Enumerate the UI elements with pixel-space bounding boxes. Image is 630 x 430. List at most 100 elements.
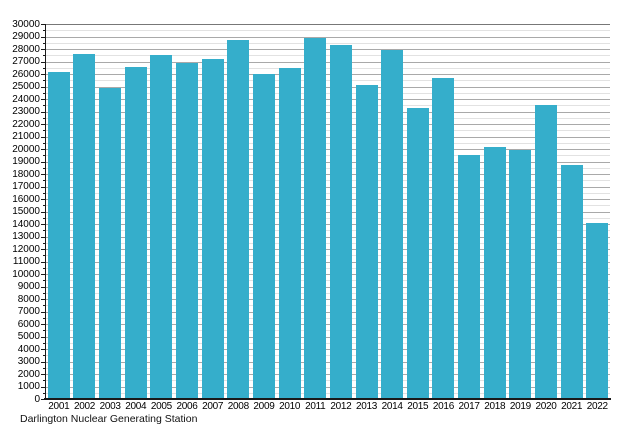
y-tick-label: 7000	[17, 306, 40, 317]
bar-2003	[99, 87, 122, 399]
x-tick-label: 2005	[150, 401, 172, 412]
y-tick-label: 9000	[17, 281, 40, 292]
major-gridline	[46, 374, 610, 375]
bar-2015	[406, 107, 429, 399]
y-tick-label: 8000	[17, 293, 40, 305]
minor-gridline	[46, 105, 610, 107]
major-gridline	[46, 324, 610, 325]
minor-gridline	[46, 392, 610, 394]
y-minor-tick	[43, 305, 45, 307]
y-minor-tick	[43, 342, 45, 344]
bar-2013	[355, 85, 378, 399]
minor-gridline	[46, 205, 610, 207]
bar-slot-2003	[97, 24, 123, 399]
x-tick-label: 2017	[458, 401, 480, 412]
y-minor-tick	[43, 267, 45, 269]
y-minor-tick	[43, 130, 45, 132]
bar-slot-2019	[508, 24, 534, 399]
y-major-tick	[41, 186, 45, 188]
y-minor-tick	[43, 67, 45, 69]
minor-gridline	[46, 367, 610, 369]
bar-2019	[509, 150, 532, 399]
bar-slot-2004	[123, 24, 149, 399]
plot-area	[46, 24, 610, 399]
major-gridline	[46, 111, 610, 113]
major-gridline	[46, 161, 610, 163]
minor-gridline	[46, 192, 610, 194]
major-gridline	[46, 49, 610, 50]
x-tick-label: 2019	[509, 401, 531, 412]
x-tick-label: 2022	[586, 401, 608, 412]
minor-gridline	[46, 42, 610, 44]
y-major-tick	[41, 386, 45, 388]
y-tick-label: 22000	[12, 118, 40, 130]
minor-gridline	[46, 330, 610, 332]
y-tick-label: 20000	[12, 143, 40, 155]
y-minor-tick	[43, 217, 45, 219]
y-tick-label: 26000	[12, 68, 40, 80]
y-major-tick	[41, 299, 45, 300]
y-major-tick	[41, 149, 45, 150]
y-major-tick	[41, 261, 45, 263]
x-tick-label: 2008	[227, 401, 249, 412]
major-gridline	[46, 299, 610, 300]
y-tick-label: 13000	[12, 231, 40, 242]
y-major-tick	[41, 324, 45, 325]
y-tick-label: 23000	[12, 106, 40, 117]
bar-slot-2012	[328, 24, 354, 399]
bar-slot-2007	[200, 24, 226, 399]
bar-2002	[73, 54, 96, 399]
x-tick-label: 2020	[535, 401, 557, 412]
bars-layer	[46, 24, 610, 399]
minor-gridline	[46, 267, 610, 269]
y-major-tick	[41, 236, 45, 238]
y-tick-label: 19000	[12, 156, 40, 167]
major-gridline	[46, 211, 610, 213]
bar-slot-2016	[431, 24, 457, 399]
minor-gridline	[46, 355, 610, 357]
x-tick-label: 2011	[305, 401, 326, 412]
minor-gridline	[46, 167, 610, 169]
bar-2007	[201, 59, 224, 399]
major-gridline	[46, 386, 610, 388]
y-tick-label: 30000	[12, 18, 40, 30]
bar-slot-2014	[379, 24, 405, 399]
minor-gridline	[46, 280, 610, 282]
bar-2006	[176, 62, 199, 399]
y-major-tick	[41, 311, 45, 313]
bar-slot-2021	[559, 24, 585, 399]
x-axis-line	[44, 398, 611, 400]
y-major-tick	[41, 199, 45, 200]
y-minor-tick	[43, 142, 45, 144]
y-major-tick	[41, 336, 45, 338]
y-major-tick	[41, 274, 45, 275]
major-gridline	[46, 74, 610, 75]
bar-slot-2013	[354, 24, 380, 399]
y-minor-tick	[43, 192, 45, 194]
y-minor-tick	[43, 392, 45, 394]
major-gridline	[46, 274, 610, 275]
y-major-tick	[41, 61, 45, 63]
bar-slot-2001	[46, 24, 72, 399]
y-minor-tick	[43, 30, 45, 32]
y-minor-tick	[43, 55, 45, 57]
y-minor-tick	[43, 92, 45, 94]
x-tick-label: 2004	[125, 401, 147, 412]
y-minor-tick	[43, 255, 45, 257]
bar-2004	[124, 66, 147, 399]
major-gridline	[46, 186, 610, 188]
y-minor-tick	[43, 167, 45, 169]
y-tick-label: 5000	[17, 331, 40, 342]
minor-gridline	[46, 305, 610, 307]
minor-gridline	[46, 180, 610, 182]
y-tick-label: 17000	[12, 181, 40, 192]
minor-gridline	[46, 342, 610, 344]
y-minor-tick	[43, 117, 45, 119]
y-tick-label: 21000	[12, 131, 40, 142]
x-tick-label: 2018	[484, 401, 506, 412]
bar-2021	[560, 165, 583, 399]
y-tick-label: 14000	[12, 218, 40, 230]
y-major-tick	[41, 111, 45, 113]
y-minor-tick	[43, 367, 45, 369]
y-minor-tick	[43, 155, 45, 157]
